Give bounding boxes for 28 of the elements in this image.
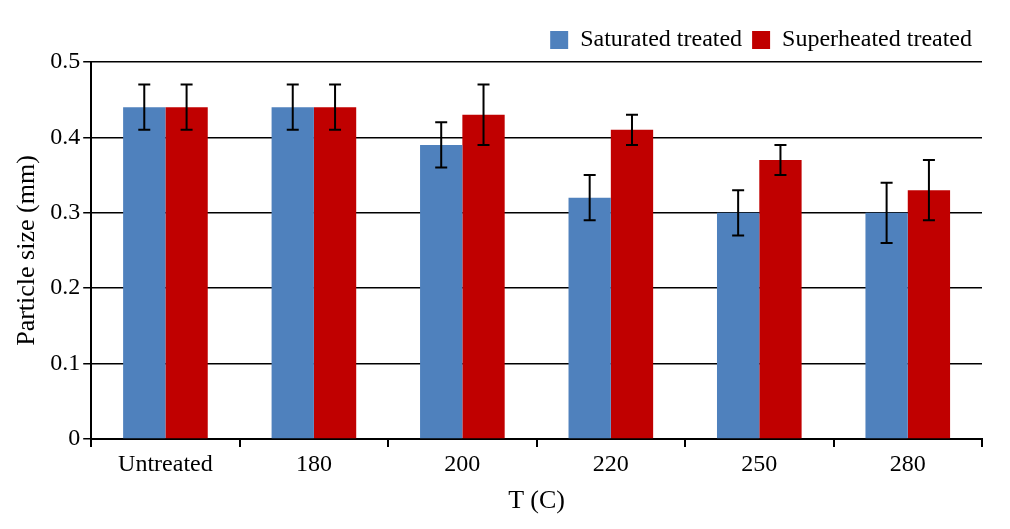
legend-label: Saturated treated — [580, 25, 743, 52]
bar — [123, 107, 166, 439]
x-tick-label: 280 — [889, 449, 926, 476]
bar — [313, 107, 357, 439]
legend-label: Superheated treated — [782, 25, 972, 52]
y-tick-label: 0.2 — [50, 273, 81, 300]
bar — [420, 144, 463, 439]
x-tick-label: 220 — [592, 449, 629, 476]
y-tick-label: 0.3 — [50, 198, 81, 225]
x-axis-title: T (C) — [508, 485, 565, 515]
y-tick-label: 0.4 — [50, 122, 81, 149]
bar — [907, 190, 951, 439]
bar — [716, 212, 760, 439]
y-axis-title: Particle size (mm) — [11, 155, 41, 346]
bar — [271, 107, 314, 439]
bar — [462, 114, 505, 439]
bar — [568, 197, 611, 439]
x-tick-label: 180 — [295, 449, 332, 476]
y-tick-label: 0.1 — [50, 348, 81, 375]
bar — [759, 160, 802, 439]
x-tick-label: 250 — [741, 449, 778, 476]
y-tick-label: 0.5 — [50, 47, 81, 74]
x-tick-label: 200 — [444, 449, 481, 476]
bar — [165, 107, 208, 439]
bar — [865, 212, 908, 439]
bar — [610, 129, 654, 439]
x-tick-label: Untreated — [118, 449, 213, 476]
y-tick-label: 0 — [68, 424, 81, 451]
